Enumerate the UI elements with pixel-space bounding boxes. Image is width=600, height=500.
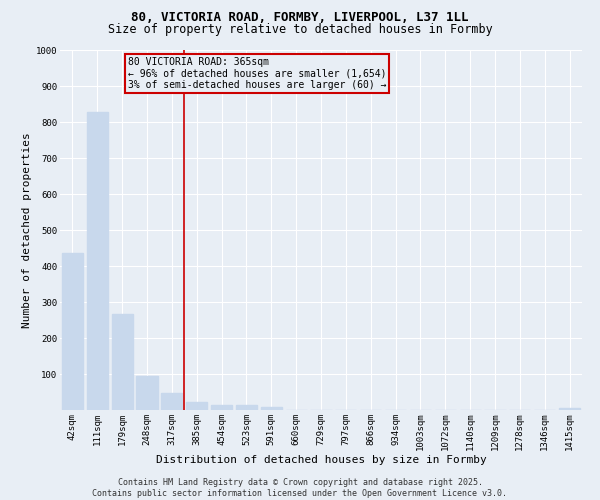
X-axis label: Distribution of detached houses by size in Formby: Distribution of detached houses by size … xyxy=(155,454,487,464)
Bar xyxy=(186,402,207,410)
Text: Contains HM Land Registry data © Crown copyright and database right 2025.
Contai: Contains HM Land Registry data © Crown c… xyxy=(92,478,508,498)
Bar xyxy=(236,405,257,410)
Y-axis label: Number of detached properties: Number of detached properties xyxy=(22,132,32,328)
Bar xyxy=(112,314,133,410)
Bar xyxy=(87,112,108,410)
Bar xyxy=(136,376,158,410)
Text: 80 VICTORIA ROAD: 365sqm
← 96% of detached houses are smaller (1,654)
3% of semi: 80 VICTORIA ROAD: 365sqm ← 96% of detach… xyxy=(128,57,386,90)
Text: 80, VICTORIA ROAD, FORMBY, LIVERPOOL, L37 1LL: 80, VICTORIA ROAD, FORMBY, LIVERPOOL, L3… xyxy=(131,11,469,24)
Text: Size of property relative to detached houses in Formby: Size of property relative to detached ho… xyxy=(107,22,493,36)
Bar xyxy=(62,252,83,410)
Bar xyxy=(211,404,232,410)
Bar xyxy=(161,393,182,410)
Bar xyxy=(261,407,282,410)
Bar xyxy=(559,408,580,410)
